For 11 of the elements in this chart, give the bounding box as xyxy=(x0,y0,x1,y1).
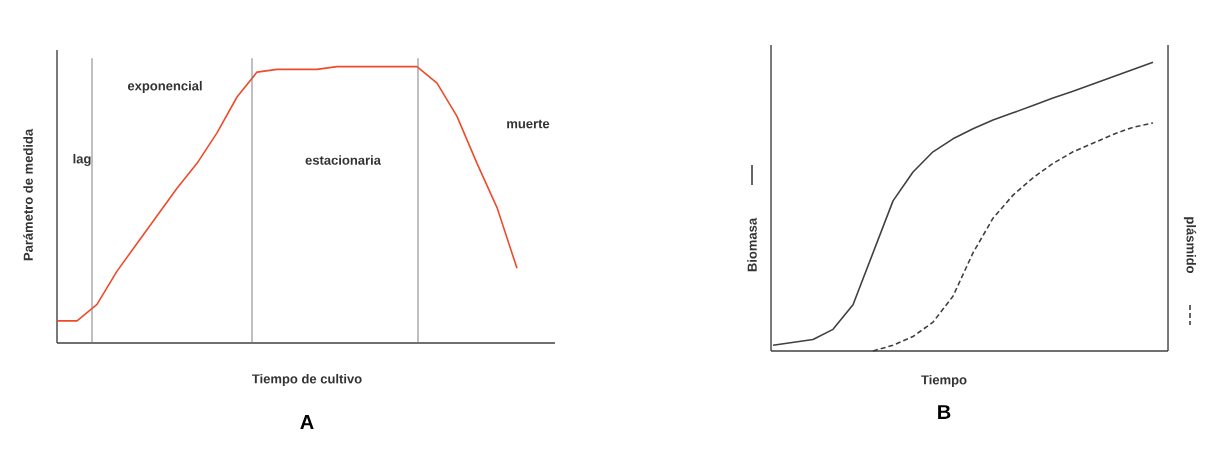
x-axis-title: Tiempo de cultivo xyxy=(252,373,362,387)
text: B xyxy=(938,405,951,419)
y-axis-title: Biomasa xyxy=(747,217,757,272)
annotation: estacionaria xyxy=(305,155,382,165)
y2-axis-title: plásmido xyxy=(1183,217,1197,274)
x-axis-title: Tiempo xyxy=(921,374,967,388)
text: A xyxy=(300,415,314,429)
annotation: muerte xyxy=(507,119,550,129)
annotation: exponencial xyxy=(127,80,202,94)
y-axis-title: Parámetro de medida xyxy=(23,128,33,261)
annotation: lag xyxy=(73,153,91,167)
